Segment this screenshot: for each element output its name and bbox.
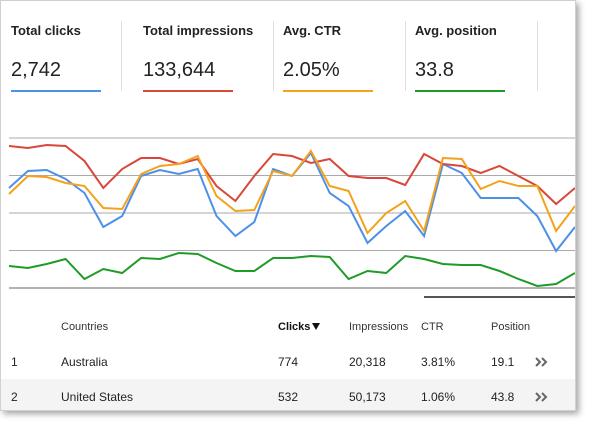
table-cell: United States (61, 389, 134, 404)
chart (8, 137, 575, 289)
metric-value: 33.8 (415, 59, 454, 81)
table-cell: 1 (11, 354, 18, 369)
metric-underline (143, 90, 233, 92)
metric-value: 2,742 (11, 59, 62, 81)
metric-label: Avg. position (415, 23, 497, 38)
header-row: Countries Clicks Impressions CTR Position (1, 309, 575, 344)
table-cell: 3.81% (421, 354, 456, 369)
header-cell: CTR (421, 321, 444, 333)
header-text: CTR (421, 320, 444, 333)
metric-label: Avg. CTR (283, 23, 342, 38)
scrollbar (424, 296, 575, 298)
metric-label: Total clicks (11, 23, 81, 38)
table-row: 2 United States 532 50,173 1.06% 43.8 (1, 379, 575, 410)
performance-card: Total clicks 2,742 Total impressions 133,64… (0, 0, 576, 411)
metric: Avg. CTR 2.05% (273, 1, 405, 111)
header-text: Position (491, 320, 531, 333)
series-line (8, 149, 575, 235)
metric-underline (283, 90, 373, 92)
table-cell: 43.8 (491, 389, 515, 404)
table-cell: 774 (278, 354, 299, 369)
chevron-shape (535, 391, 548, 402)
metric: Total clicks 2,742 (1, 1, 133, 111)
separator (405, 21, 406, 91)
header-text: Countries (61, 320, 109, 333)
series-line (8, 143, 575, 206)
details-chevron[interactable] (534, 391, 550, 403)
series-line (8, 251, 575, 288)
separator (121, 21, 122, 91)
metric-underline (415, 90, 505, 92)
header-cell: Countries (61, 321, 108, 333)
metric-label: Total impressions (143, 23, 254, 38)
table-cell: 50,173 (349, 389, 386, 404)
table-cell: 19.1 (491, 354, 515, 369)
header-cell: Clicks (278, 320, 321, 333)
table-cell: Australia (61, 354, 108, 369)
table-cell: 20,318 (349, 354, 386, 369)
metric: Avg. position 33.8 (405, 1, 537, 111)
chevron-shape (535, 356, 548, 367)
metric: Total impressions 133,644 (133, 1, 265, 111)
table-cell: 2 (11, 389, 18, 404)
table-cell: 1.06% (421, 389, 456, 404)
details-chevron[interactable] (534, 356, 550, 368)
sort-icon (312, 323, 321, 331)
metric-value: 133,644 (143, 59, 216, 81)
header-cell: Impressions (349, 321, 408, 333)
metric-underline (11, 90, 101, 92)
table: Countries Clicks Impressions CTR Position 1 Au… (1, 309, 575, 410)
separator (537, 21, 538, 91)
header-text: Impressions (349, 320, 409, 333)
metric-value: 2.05% (283, 59, 340, 81)
separator (273, 21, 274, 91)
table-row: 1 Australia 774 20,318 3.81% 19.1 (1, 344, 575, 379)
header-text: Clicks (278, 320, 311, 333)
table-cell: 532 (278, 389, 299, 404)
series-line (8, 151, 575, 253)
header-cell: Position (491, 321, 530, 333)
